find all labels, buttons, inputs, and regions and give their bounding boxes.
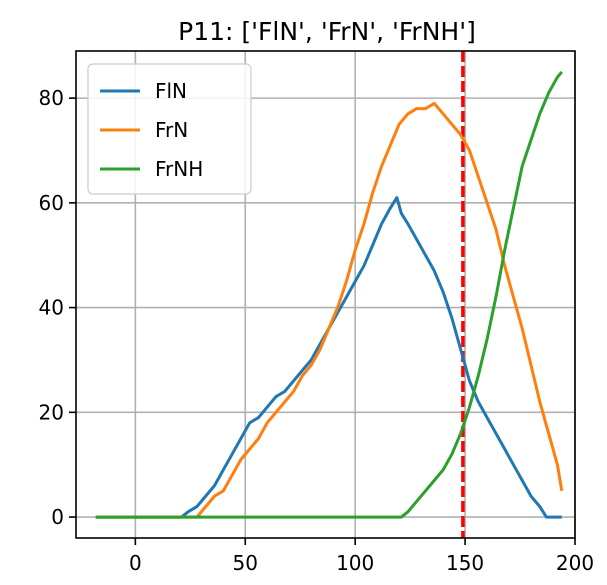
y-axis-ticks: 0 20 40 60 80 <box>39 86 76 529</box>
y-tick-label: 0 <box>51 505 64 529</box>
x-tick-label: 0 <box>129 551 142 575</box>
legend: FlN FrN FrNH <box>87 63 252 195</box>
y-tick-label: 80 <box>39 86 64 110</box>
series-line-fln <box>95 196 562 519</box>
x-tick-label: 200 <box>556 551 594 575</box>
x-axis-ticks: 0 50 100 150 200 <box>129 538 594 575</box>
legend-label: FrNH <box>155 157 203 181</box>
plot-frame <box>75 50 576 539</box>
series-line-frnh <box>95 70 563 519</box>
x-tick-label: 150 <box>446 551 484 575</box>
x-tick-label: 100 <box>336 551 374 575</box>
y-tick-label: 20 <box>39 400 64 424</box>
legend-label: FlN <box>155 79 187 103</box>
series-layer <box>95 70 564 519</box>
legend-label: FrN <box>155 118 188 142</box>
chart-title: P11: ['FlN', 'FrN', 'FrNH'] <box>178 17 476 46</box>
y-tick-label: 40 <box>39 296 64 320</box>
x-tick-label: 50 <box>233 551 258 575</box>
y-tick-label: 60 <box>39 191 64 215</box>
legend-box <box>87 63 252 195</box>
